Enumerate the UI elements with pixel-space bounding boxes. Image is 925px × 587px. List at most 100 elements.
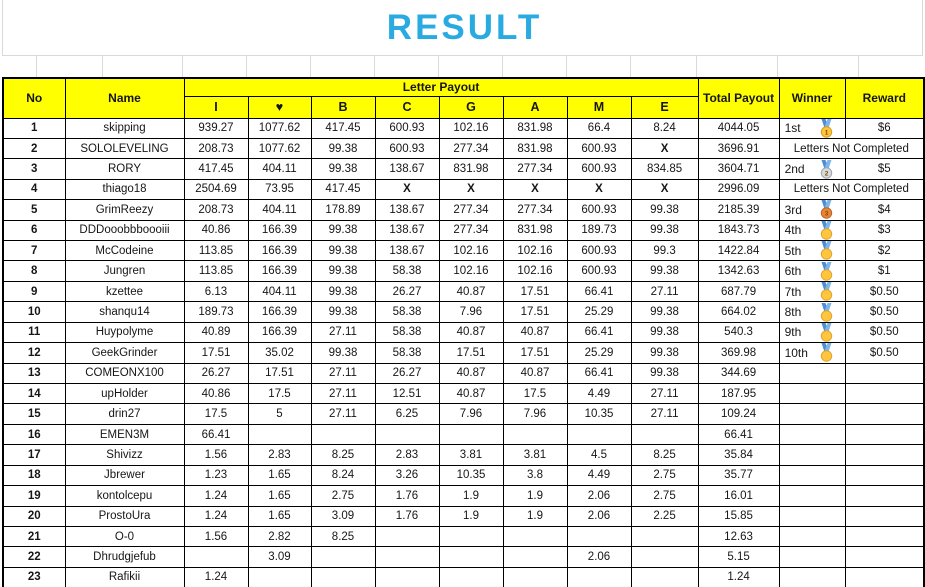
cell-letter-payout: 2.75 bbox=[630, 464, 699, 487]
cell-letter-payout: 600.93 bbox=[566, 240, 632, 262]
cell-total-payout: 687.79 bbox=[697, 280, 780, 303]
cell-name: kontolcepu bbox=[64, 485, 185, 507]
cell-letter-payout: 26.27 bbox=[374, 362, 440, 384]
cell-reward: $2 bbox=[844, 240, 925, 262]
svg-text:3: 3 bbox=[824, 211, 828, 218]
page-title: RESULT bbox=[386, 7, 543, 47]
cell-letter-payout: 99.38 bbox=[310, 301, 376, 323]
col-header-letter-G: G bbox=[438, 95, 504, 119]
cell-letter-payout: 166.39 bbox=[247, 260, 312, 282]
cell-letter-payout bbox=[630, 566, 699, 587]
cell-total-payout: 66.41 bbox=[697, 423, 780, 446]
cell-reward: $0.50 bbox=[844, 321, 925, 344]
cell-letter-payout: 189.73 bbox=[566, 219, 632, 242]
svg-text:1: 1 bbox=[824, 129, 828, 136]
cell-letter-payout: 404.11 bbox=[247, 199, 312, 221]
cell-letter-payout: 99.38 bbox=[630, 362, 699, 384]
cell-name: EMEN3M bbox=[64, 423, 185, 446]
cell-letter-payout: 1.9 bbox=[502, 505, 568, 527]
cell-no: 5 bbox=[2, 199, 66, 221]
cell-letter-payout: 27.11 bbox=[630, 403, 699, 425]
cell-letter-payout: 277.34 bbox=[438, 137, 504, 160]
cell-letter-payout: 600.93 bbox=[566, 199, 632, 221]
cell-letter-payout: 25.29 bbox=[566, 342, 632, 364]
table-row: 21 O-0 1.56 2.82 8.25 12.63 bbox=[2, 525, 925, 548]
cell-letter-payout: 10.35 bbox=[438, 464, 504, 487]
cell-name: skipping bbox=[64, 117, 185, 139]
cell-letter-payout: 6.13 bbox=[183, 280, 249, 303]
cell-letter-payout: 25.29 bbox=[566, 301, 632, 323]
cell-letter-payout: 1.76 bbox=[374, 505, 440, 527]
cell-letter-payout: 1.65 bbox=[247, 464, 312, 487]
cell-winner bbox=[778, 382, 846, 405]
table-row: 13 COMEONX100 26.27 17.51 27.11 26.27 40.87 40.… bbox=[2, 362, 925, 384]
cell-name: GrimReezy bbox=[64, 199, 185, 221]
cell-total-payout: 3604.71 bbox=[697, 158, 780, 180]
cell-letter-payout: 2504.69 bbox=[183, 178, 249, 201]
cell-total-payout: 1843.73 bbox=[697, 219, 780, 242]
cell-letter-payout: 17.5 bbox=[502, 382, 568, 405]
col-header-letter-payout: Letter Payout bbox=[183, 77, 699, 97]
cell-letter-payout bbox=[502, 525, 568, 548]
cell-reward: $5 bbox=[844, 158, 925, 180]
medal-silver-icon: 2 bbox=[819, 159, 834, 179]
winner-rank: 6th bbox=[784, 264, 802, 279]
winner-rank: 9th bbox=[784, 325, 802, 340]
cell-letter-payout bbox=[374, 423, 440, 446]
cell-letter-payout: 1.9 bbox=[438, 485, 504, 507]
cell-letter-payout: 66.41 bbox=[566, 362, 632, 384]
cell-letter-payout: 99.38 bbox=[310, 342, 376, 364]
table-row: 20 ProstoUra 1.24 1.65 3.09 1.76 1.9 1.9 2.06 2.2… bbox=[2, 505, 925, 527]
cell-total-payout: 344.69 bbox=[697, 362, 780, 384]
cell-letter-payout bbox=[247, 423, 312, 446]
col-header-letter-M: M bbox=[566, 95, 632, 119]
cell-letter-payout: 600.93 bbox=[374, 137, 440, 160]
cell-name: shanqu14 bbox=[64, 301, 185, 323]
cell-no: 12 bbox=[2, 342, 66, 364]
cell-no: 22 bbox=[2, 546, 66, 568]
cell-reward bbox=[844, 546, 925, 568]
cell-no: 16 bbox=[2, 423, 66, 446]
cell-reward: $6 bbox=[844, 117, 925, 139]
cell-letter-payout: 600.93 bbox=[374, 117, 440, 139]
cell-total-payout: 35.77 bbox=[697, 464, 780, 487]
cell-letter-payout bbox=[630, 525, 699, 548]
cell-letter-payout: 3.26 bbox=[374, 464, 440, 487]
cell-name: McCodeine bbox=[64, 240, 185, 262]
cell-letter-payout: 40.87 bbox=[502, 321, 568, 344]
cell-letter-payout: 939.27 bbox=[183, 117, 249, 139]
table-header: No Name Letter Payout Total Payout Winne… bbox=[2, 77, 925, 119]
cell-letter-payout: 99.38 bbox=[310, 280, 376, 303]
cell-reward: $3 bbox=[844, 219, 925, 242]
table-row: 10 shanqu14 189.73 166.39 99.38 58.38 7.96 17.5… bbox=[2, 301, 925, 323]
cell-winner bbox=[778, 464, 846, 487]
cell-letter-payout: 4.49 bbox=[566, 382, 632, 405]
cell-winner: 4th bbox=[778, 219, 846, 242]
cell-letter-payout: 1.65 bbox=[247, 485, 312, 507]
cell-winner: 2nd 2 bbox=[778, 158, 846, 180]
table-row: 3 RORY 417.45 404.11 99.38 138.67 831.98 277.34… bbox=[2, 158, 925, 180]
cell-total-payout: 1422.84 bbox=[697, 240, 780, 262]
cell-no: 18 bbox=[2, 464, 66, 487]
spreadsheet-grid-row bbox=[2, 56, 923, 77]
cell-letter-payout: 6.25 bbox=[374, 403, 440, 425]
cell-total-payout: 16.01 bbox=[697, 485, 780, 507]
cell-letter-payout: 208.73 bbox=[183, 137, 249, 160]
cell-letter-payout: 277.34 bbox=[502, 158, 568, 180]
cell-letter-payout: 5 bbox=[247, 403, 312, 425]
cell-reward bbox=[844, 444, 925, 466]
cell-total-payout: 4044.05 bbox=[697, 117, 780, 139]
cell-winner bbox=[778, 505, 846, 527]
cell-letter-payout: 166.39 bbox=[247, 301, 312, 323]
cell-letter-payout: 166.39 bbox=[247, 240, 312, 262]
cell-letter-payout: 99.38 bbox=[630, 199, 699, 221]
cell-total-payout: 1.24 bbox=[697, 566, 780, 587]
heart-icon: ♥ bbox=[247, 95, 312, 119]
cell-letter-payout bbox=[438, 423, 504, 446]
cell-letter-payout bbox=[438, 525, 504, 548]
winner-rank: 4th bbox=[784, 223, 802, 238]
cell-letter-payout: 2.83 bbox=[247, 444, 312, 466]
col-header-reward: Reward bbox=[844, 77, 925, 119]
cell-letter-payout: 102.16 bbox=[438, 260, 504, 282]
cell-letter-payout bbox=[566, 525, 632, 548]
